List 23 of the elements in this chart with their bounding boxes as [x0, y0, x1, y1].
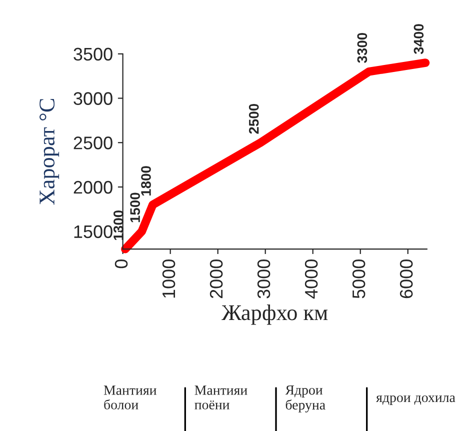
- y-tick-label: 3500: [74, 48, 112, 61]
- text: Мантияи поёни: [194, 386, 248, 410]
- y-tick-label: 1500: [74, 225, 112, 238]
- x-tick-label: 3000: [257, 260, 270, 298]
- data-label: 1500: [130, 192, 140, 222]
- y-tick-label: 2000: [74, 180, 112, 194]
- data-label: 3300: [357, 32, 368, 63]
- y-axis-title: Харорат °C: [40, 98, 60, 205]
- x-tick-label: 6000: [400, 260, 413, 298]
- x-tick-label: 0: [114, 260, 128, 268]
- text: ядрои дохила: [376, 395, 456, 405]
- data-label: 2500: [248, 104, 259, 134]
- y-tick-label: 2500: [74, 136, 112, 150]
- text: Мантияи болои: [104, 386, 156, 410]
- x-tick-label: 2000: [210, 260, 223, 298]
- text: Ядрои беруна: [285, 385, 326, 412]
- data-label: 1800: [141, 166, 151, 196]
- x-tick-label: 4000: [304, 260, 318, 299]
- data-label: 3400: [414, 24, 424, 54]
- x-axis-title: Жарфхо км: [222, 304, 328, 325]
- y-tick-label: 3000: [74, 92, 112, 105]
- x-tick-label: 1000: [162, 260, 176, 298]
- x-tick-label: 5000: [352, 260, 366, 298]
